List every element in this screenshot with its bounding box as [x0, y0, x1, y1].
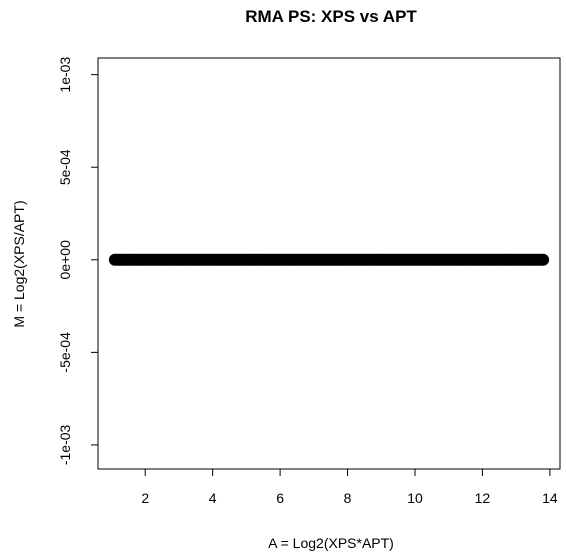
y-tick-label: -1e-03 [57, 424, 73, 465]
y-axis: -1e-03 -5e-04 0e+00 5e-04 1e-03 [57, 57, 99, 465]
x-tick-label: 4 [209, 490, 217, 506]
chart-title: RMA PS: XPS vs APT [245, 7, 417, 26]
x-tick-label: 2 [141, 490, 149, 506]
data-points [108, 253, 550, 266]
x-tick-label: 8 [344, 490, 352, 506]
y-axis-label: M = Log2(XPS/APT) [11, 200, 27, 327]
y-tick-label: 1e-03 [57, 57, 73, 93]
x-tick-label: 10 [407, 490, 423, 506]
x-axis: 2 4 6 8 10 12 14 [141, 468, 558, 506]
x-axis-label: A = Log2(XPS*APT) [268, 535, 394, 551]
y-tick-label: -5e-04 [57, 332, 73, 373]
y-tick-label: 5e-04 [57, 149, 73, 185]
x-tick-label: 14 [542, 490, 558, 506]
data-point [537, 253, 550, 266]
y-tick-label: 0e+00 [57, 240, 73, 280]
x-tick-label: 6 [276, 490, 284, 506]
x-tick-label: 12 [475, 490, 491, 506]
